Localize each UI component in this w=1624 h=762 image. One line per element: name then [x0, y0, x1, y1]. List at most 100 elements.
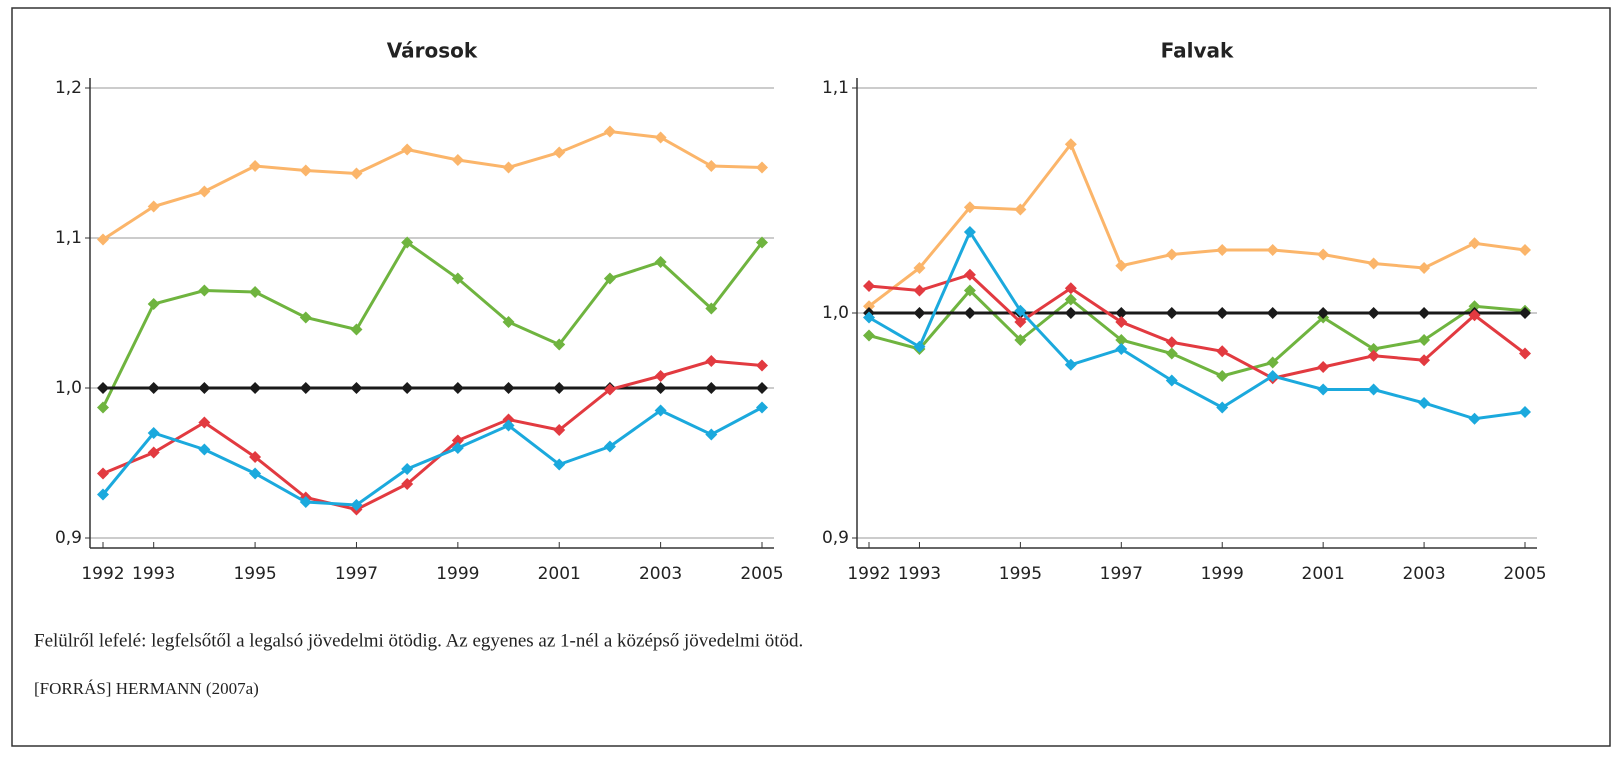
- marker: [963, 307, 976, 319]
- marker: [705, 302, 718, 315]
- marker: [603, 125, 616, 138]
- marker: [249, 451, 262, 463]
- marker: [756, 382, 768, 394]
- marker: [553, 382, 566, 394]
- x-tick-label: 2001: [1302, 564, 1345, 584]
- x-tick-label: 1999: [1201, 564, 1244, 584]
- marker: [963, 201, 976, 214]
- marker: [1468, 309, 1481, 322]
- marker: [1519, 406, 1531, 418]
- marker: [299, 311, 312, 324]
- marker: [147, 427, 160, 439]
- marker: [1367, 383, 1380, 396]
- marker: [756, 359, 768, 372]
- marker: [553, 338, 566, 351]
- marker: [1115, 343, 1128, 355]
- marker: [963, 226, 976, 238]
- x-tick-label: 1999: [436, 564, 479, 584]
- x-tick-label: 2005: [1503, 564, 1546, 584]
- marker: [147, 446, 160, 459]
- marker: [1216, 307, 1229, 319]
- x-tick-label: 2005: [740, 564, 783, 584]
- marker: [401, 143, 414, 156]
- marker: [705, 355, 718, 367]
- marker: [1216, 345, 1229, 358]
- marker: [451, 272, 464, 285]
- y-tick-label: 1,1: [55, 228, 82, 248]
- chart-title: Városok: [387, 39, 478, 63]
- marker: [249, 286, 262, 298]
- marker: [913, 284, 926, 297]
- marker: [1014, 304, 1027, 317]
- marker: [1266, 370, 1279, 382]
- marker: [1165, 347, 1178, 360]
- marker: [1115, 316, 1128, 328]
- marker: [705, 428, 718, 441]
- marker: [97, 401, 109, 414]
- marker: [1014, 316, 1027, 328]
- marker: [299, 382, 312, 394]
- marker: [1418, 354, 1431, 367]
- marker: [553, 458, 566, 471]
- caption: Felülről lefelé: legfelsőtől a legalsó j…: [34, 630, 803, 651]
- y-tick-label: 0,9: [822, 528, 849, 548]
- marker: [502, 382, 515, 394]
- marker: [401, 236, 414, 249]
- marker: [654, 382, 667, 394]
- marker: [1367, 307, 1380, 319]
- marker: [1115, 334, 1128, 346]
- x-tick-label: 1993: [898, 564, 941, 584]
- marker: [863, 280, 875, 292]
- marker: [654, 256, 667, 268]
- marker: [913, 307, 926, 319]
- marker: [963, 284, 976, 297]
- x-tick-label: 2001: [538, 564, 581, 584]
- chart-title: Falvak: [1161, 39, 1234, 63]
- marker: [299, 164, 312, 177]
- marker: [654, 131, 667, 144]
- marker: [1418, 262, 1431, 274]
- marker: [502, 419, 515, 432]
- marker: [756, 161, 768, 174]
- y-tick-label: 1,2: [55, 78, 82, 98]
- x-tick-label: 1997: [1100, 564, 1143, 584]
- marker: [1418, 397, 1431, 409]
- marker: [553, 146, 566, 159]
- marker: [147, 200, 160, 213]
- marker: [963, 268, 976, 281]
- marker: [249, 467, 262, 480]
- marker: [1418, 334, 1431, 346]
- marker: [1519, 347, 1531, 360]
- marker: [1064, 293, 1077, 306]
- marker: [1216, 401, 1229, 414]
- marker: [401, 382, 414, 394]
- marker: [1216, 370, 1229, 382]
- marker: [502, 316, 515, 328]
- marker: [401, 463, 414, 475]
- marker: [913, 340, 926, 353]
- marker: [1014, 334, 1027, 346]
- marker: [1165, 307, 1178, 319]
- marker: [1468, 237, 1481, 250]
- y-tick-label: 1,1: [822, 78, 849, 98]
- marker: [97, 233, 109, 246]
- marker: [350, 323, 363, 336]
- series-line: [868, 141, 1526, 308]
- x-tick-label: 1992: [847, 564, 890, 584]
- marker: [1064, 282, 1077, 295]
- x-tick-label: 2003: [1402, 564, 1445, 584]
- x-tick-label: 1995: [233, 564, 276, 584]
- marker: [1317, 361, 1330, 373]
- marker: [1115, 259, 1128, 272]
- marker: [1317, 307, 1330, 319]
- marker: [198, 185, 211, 198]
- series-line: [101, 240, 764, 409]
- marker: [705, 382, 718, 394]
- x-tick-label: 1992: [81, 564, 124, 584]
- marker: [1064, 307, 1077, 319]
- marker: [1418, 307, 1431, 319]
- marker: [1519, 244, 1531, 256]
- marker: [1266, 356, 1279, 369]
- marker: [147, 298, 160, 310]
